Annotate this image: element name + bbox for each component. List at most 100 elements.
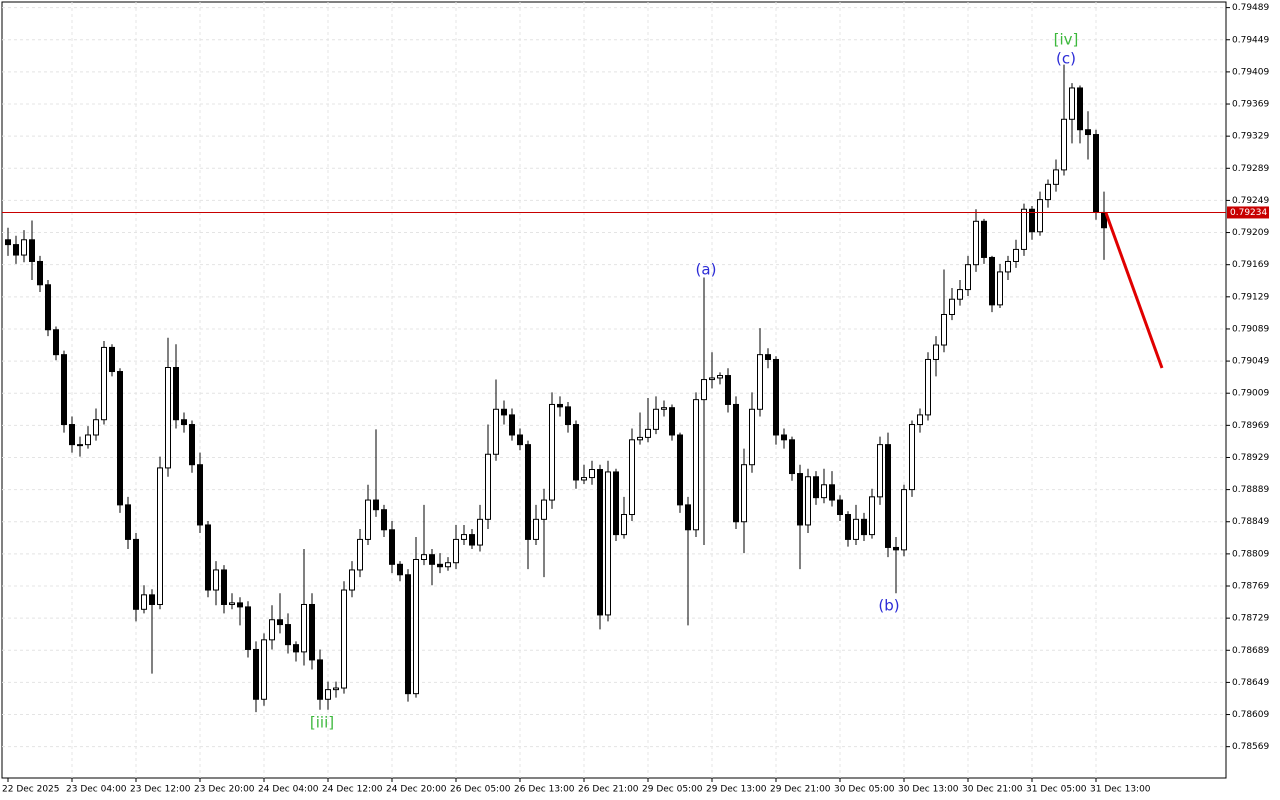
- candle-body: [901, 489, 907, 551]
- candle-body: [333, 687, 339, 691]
- candle-body: [933, 344, 939, 360]
- current-price-box: [1227, 206, 1269, 219]
- candle-body: [229, 602, 235, 605]
- y-tick-label: 0.79489: [1232, 3, 1269, 13]
- candle-body: [117, 371, 123, 506]
- x-tick-label: 29 Dec 21:00: [770, 785, 831, 795]
- candle-body: [597, 469, 603, 616]
- candle-body: [541, 499, 547, 520]
- candle-body: [213, 569, 219, 591]
- candle-body: [845, 514, 851, 540]
- candle-body: [973, 220, 979, 266]
- candle-body: [413, 558, 419, 695]
- candle-body: [125, 504, 131, 540]
- y-tick-label: 0.79329: [1232, 132, 1269, 142]
- candle-body: [941, 313, 947, 346]
- candle-body: [37, 260, 43, 286]
- candle-body: [21, 239, 27, 256]
- candle-body: [645, 428, 651, 438]
- wave-label: (c): [1056, 50, 1076, 68]
- candle-body: [725, 375, 731, 405]
- labels: 0.79489 0.79449 0.79409 0.79369 0.79329 0.792…: [2, 3, 1269, 795]
- wave-label: [iii]: [310, 714, 334, 732]
- candle-body: [141, 594, 147, 610]
- candle-body: [421, 554, 427, 560]
- candle-body: [549, 403, 555, 501]
- candle-body: [101, 346, 107, 421]
- candle-body: [661, 407, 667, 410]
- x-tick-label: 31 Dec 13:00: [1090, 785, 1151, 795]
- candle-body: [533, 518, 539, 540]
- candle-body: [461, 534, 467, 540]
- y-tick-label: 0.78609: [1232, 710, 1269, 720]
- candle-body: [149, 594, 155, 605]
- x-tick-label: 22 Dec 2025: [2, 785, 60, 795]
- x-tick-label: 23 Dec 20:00: [194, 785, 255, 795]
- candle-body: [557, 403, 563, 408]
- candle-body: [797, 473, 803, 526]
- candle-body: [1069, 87, 1075, 120]
- candle-body: [805, 476, 811, 526]
- candle-body: [605, 471, 611, 616]
- candle-body: [429, 554, 435, 565]
- candles: [5, 64, 1107, 713]
- x-tick-label: 26 Dec 05:00: [450, 785, 511, 795]
- candle-body: [957, 289, 963, 300]
- candle-body: [245, 606, 251, 650]
- grid: [2, 2, 1226, 778]
- candle-body: [861, 518, 867, 536]
- candle-body: [349, 569, 355, 591]
- candle-body: [405, 574, 411, 695]
- wave-label: (b): [878, 597, 899, 615]
- y-tick-label: 0.79089: [1232, 324, 1269, 334]
- wave-label: [iv]: [1054, 31, 1079, 49]
- x-tick-label: 24 Dec 04:00: [258, 785, 319, 795]
- candle-body: [477, 518, 483, 546]
- candle-body: [277, 619, 283, 626]
- candle-body: [653, 408, 659, 430]
- candle-body: [269, 619, 275, 641]
- candle-body: [109, 346, 115, 373]
- candle-body: [837, 499, 843, 516]
- candle-body: [165, 367, 171, 469]
- y-tick-label: 0.78929: [1232, 453, 1269, 463]
- candle-body: [885, 444, 891, 548]
- candle-body: [29, 239, 35, 262]
- y-tick-label: 0.79209: [1232, 228, 1269, 238]
- candle-body: [53, 329, 59, 356]
- y-tick-label: 0.78769: [1232, 582, 1269, 592]
- candle-body: [69, 424, 75, 446]
- candle-body: [637, 436, 643, 441]
- candle-body: [93, 419, 99, 436]
- y-tick-label: 0.79369: [1232, 100, 1269, 110]
- plot-area: [1, 1, 1227, 779]
- candle-body: [133, 538, 139, 610]
- candle-body: [261, 639, 267, 700]
- candle-body: [173, 367, 179, 421]
- x-tick-label: 30 Dec 05:00: [834, 785, 895, 795]
- y-tick-label: 0.79049: [1232, 357, 1269, 367]
- candle-body: [869, 496, 875, 536]
- candle-body: [693, 399, 699, 531]
- candle-body: [509, 414, 515, 436]
- y-tick-label: 0.78849: [1232, 517, 1269, 527]
- candle-body: [85, 434, 91, 446]
- candle-body: [13, 244, 19, 256]
- candle-body: [453, 538, 459, 564]
- candle-body: [1037, 199, 1043, 233]
- y-tick-label: 0.78969: [1232, 421, 1269, 431]
- x-tick-label: 31 Dec 05:00: [1026, 785, 1087, 795]
- candle-body: [381, 509, 387, 531]
- candle-body: [981, 220, 987, 258]
- y-tick-label: 0.78809: [1232, 549, 1269, 559]
- candle-body: [877, 444, 883, 498]
- candle-body: [749, 408, 755, 466]
- candle-body: [1061, 118, 1067, 171]
- candle-body: [205, 524, 211, 591]
- candle-body: [157, 467, 163, 605]
- candle-body: [589, 469, 595, 479]
- candle-body: [197, 464, 203, 526]
- y-tick-label: 0.79169: [1232, 260, 1269, 270]
